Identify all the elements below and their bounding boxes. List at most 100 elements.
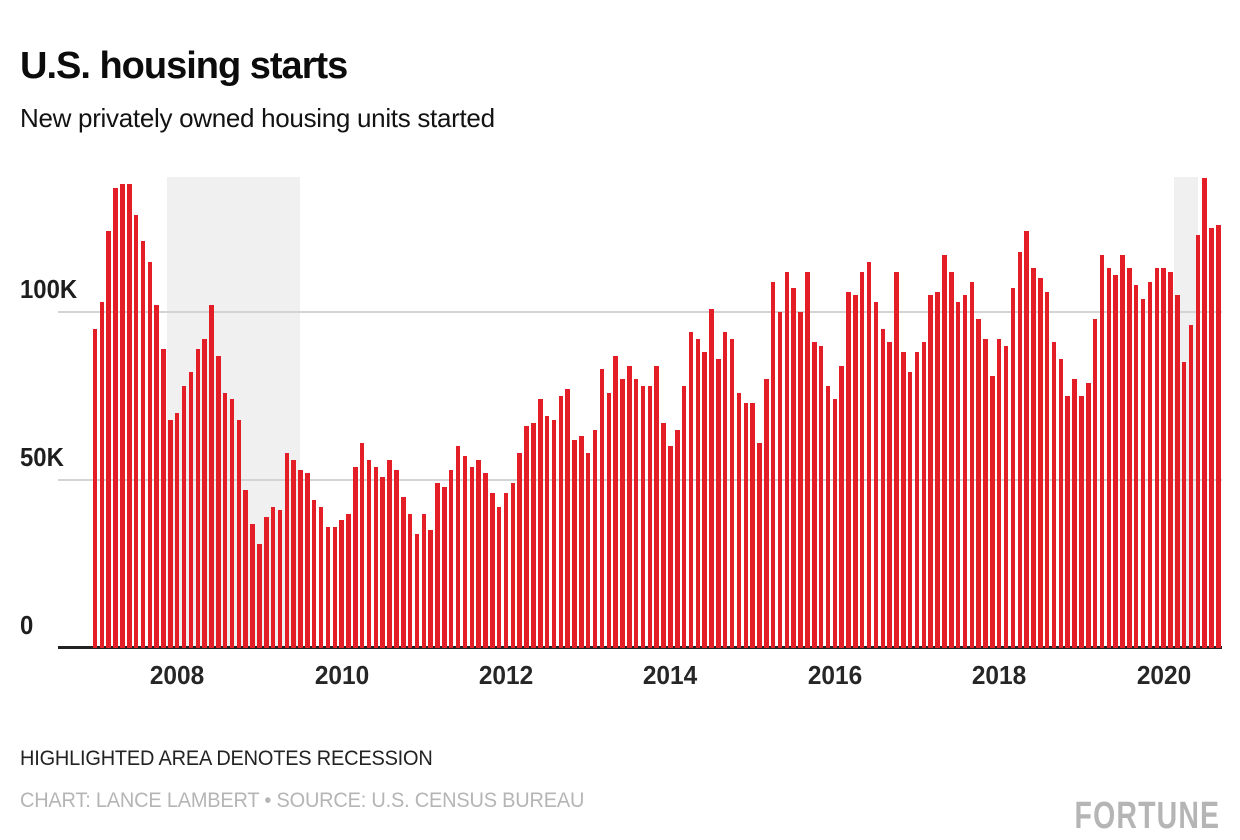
bar [195,348,200,648]
x-axis-line [58,646,1222,649]
bar [325,527,331,648]
bar [407,513,413,648]
bar [517,453,522,648]
y-tick-label: 50K [20,442,64,472]
bar [222,392,228,648]
bar [1195,234,1201,648]
bar [901,352,906,648]
bar [716,359,721,648]
bar [592,429,598,648]
bar [106,231,111,648]
bar [154,305,159,648]
bar [1065,396,1070,648]
bar [668,446,673,648]
bar [168,419,173,648]
bar [462,456,468,648]
bar [1140,298,1146,648]
bar [949,271,954,648]
bar [229,399,235,648]
recession-footnote: HIGHLIGHTED AREA DENOTES RECESSION [20,747,433,770]
bar [133,214,139,648]
bar [496,506,502,648]
bar [353,466,358,648]
bar [695,338,701,648]
bar [1010,288,1016,648]
bar [928,295,933,648]
x-tick-label: 2008 [150,660,205,690]
bar [264,516,269,648]
bar [558,396,564,648]
bar [784,271,790,648]
bar [99,301,105,648]
x-tick-label: 2016 [807,660,862,690]
bar [983,338,988,648]
bar [1147,281,1153,648]
bar [455,446,461,648]
bar [633,379,639,648]
bar [346,513,351,648]
bar [894,271,899,648]
bar [414,533,420,648]
bar [585,453,591,648]
bar [257,543,262,648]
bar [1024,231,1029,648]
bar [503,493,509,648]
bar [620,379,625,648]
bar [887,342,892,648]
bar [661,422,666,648]
bar [469,466,474,648]
bar [1202,177,1207,648]
bar [277,510,283,648]
bar [1127,268,1132,648]
bar [654,365,659,648]
bar [127,184,132,648]
bar [311,500,317,648]
bar [606,392,611,648]
bar [147,261,153,648]
bar [572,439,577,648]
bar [1154,268,1159,648]
bar [647,385,653,648]
bar [1168,271,1173,648]
x-tick-label: 2012 [478,660,534,690]
gridline-100K [58,311,1222,313]
bar [791,288,796,648]
bar [859,271,865,648]
bar [722,332,728,648]
bar [1017,251,1022,648]
bar [1003,345,1009,648]
bar [825,385,831,648]
gridline-50K [58,479,1222,481]
bar [92,328,98,648]
bar [675,429,680,648]
bar [1051,342,1057,648]
bar [1079,396,1084,648]
bar [113,187,118,648]
y-tick-label: 0 [20,610,34,640]
chart-credit: CHART: LANCE LAMBERT • SOURCE: U.S. CENS… [20,789,585,812]
bar [366,459,372,648]
bar [161,348,166,648]
bar [394,469,399,648]
bar [955,301,961,648]
bar [688,332,694,648]
bar [544,416,550,648]
bar [270,506,276,648]
bar [435,483,440,648]
bar [599,369,605,648]
bar [188,372,194,648]
bar [990,375,995,648]
bar [1106,268,1112,648]
bar [846,291,851,648]
bar [1086,382,1091,648]
bar [1113,275,1118,648]
bar [613,355,618,648]
bar [996,338,1002,648]
bar [1031,268,1036,648]
bar [1188,325,1194,648]
bar [1038,278,1043,648]
bar [1092,318,1098,648]
bar [181,385,187,648]
bar [812,342,817,648]
bar [839,365,844,648]
